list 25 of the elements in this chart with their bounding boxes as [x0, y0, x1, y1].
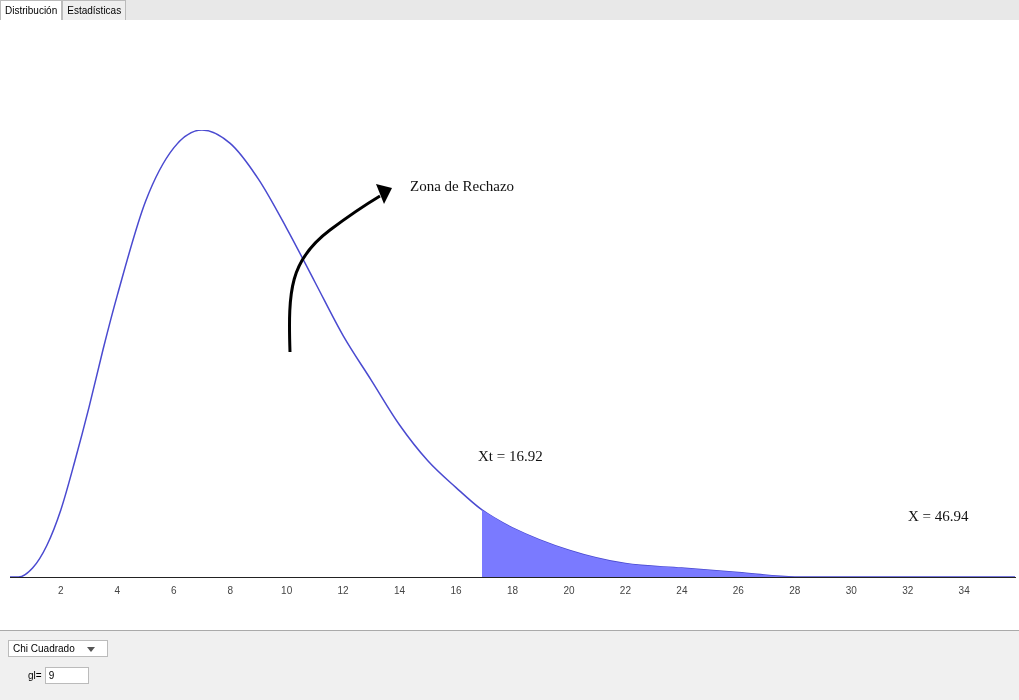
x-tick-label: 14 — [394, 584, 406, 596]
annotation: X = 46.94 — [908, 508, 969, 525]
x-tick-label: 24 — [676, 584, 688, 596]
text: Chi Cuadrado — [8, 640, 108, 657]
x-tick-label: 26 — [732, 584, 745, 596]
x-tick-label: 28 — [789, 584, 801, 596]
x-tick-label: 2 — [58, 584, 65, 596]
annotation: Zona de Rechazo — [410, 178, 515, 195]
text: Distribución — [0, 0, 63, 20]
x-tick-label: 12 — [337, 584, 350, 596]
text: Estadísticas — [62, 0, 127, 20]
x-tick-label: 20 — [563, 584, 575, 596]
annotation: Xt = 16.92 — [478, 448, 543, 465]
x-tick-label: 4 — [114, 584, 121, 596]
x-tick-label: 8 — [227, 584, 234, 596]
text: gl= — [28, 670, 42, 681]
text: 9 — [44, 667, 89, 684]
x-tick-label: 18 — [506, 584, 519, 596]
x-tick-label: 32 — [902, 584, 914, 596]
x-tick-label: 10 — [281, 584, 293, 596]
x-tick-label: 30 — [845, 584, 858, 596]
x-tick-label: 34 — [958, 584, 971, 596]
x-tick-label: 16 — [450, 584, 463, 596]
x-tick-label: 22 — [619, 584, 632, 596]
x-tick-label: 6 — [170, 584, 177, 596]
